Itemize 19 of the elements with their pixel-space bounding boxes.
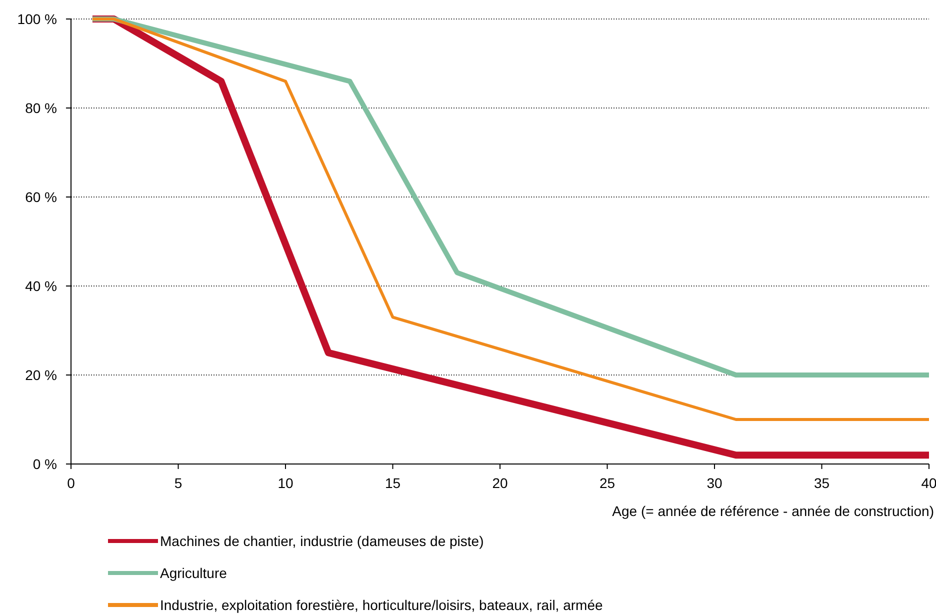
x-tick-label: 20	[492, 475, 508, 491]
legend-label: Agriculture	[160, 565, 228, 581]
y-tick-label: 0 %	[32, 456, 57, 472]
y-tick-label: 80 %	[25, 100, 57, 116]
y-tick-label: 100 %	[17, 11, 57, 27]
x-tick-label: 25	[599, 475, 616, 491]
y-tick-label: 40 %	[25, 278, 57, 294]
legend-label: Machines de chantier, industrie (dameuses de piste)	[160, 533, 484, 549]
x-tick-label: 15	[384, 475, 401, 491]
x-tick-label: 5	[174, 475, 182, 491]
x-tick-label: 40	[921, 475, 936, 491]
x-axis-title: Age (= année de référence - année de construction)	[612, 503, 934, 519]
legend-label: Industrie, exploitation forestière, horticulture/loisirs, bateaux, rail, armée	[160, 597, 603, 613]
y-tick-label: 20 %	[25, 367, 57, 383]
x-tick-label: 35	[814, 475, 830, 491]
x-tick-label: 10	[278, 475, 294, 491]
x-tick-label: 30	[706, 475, 722, 491]
x-tick-label: 0	[67, 475, 76, 491]
y-tick-label: 60 %	[25, 189, 57, 205]
